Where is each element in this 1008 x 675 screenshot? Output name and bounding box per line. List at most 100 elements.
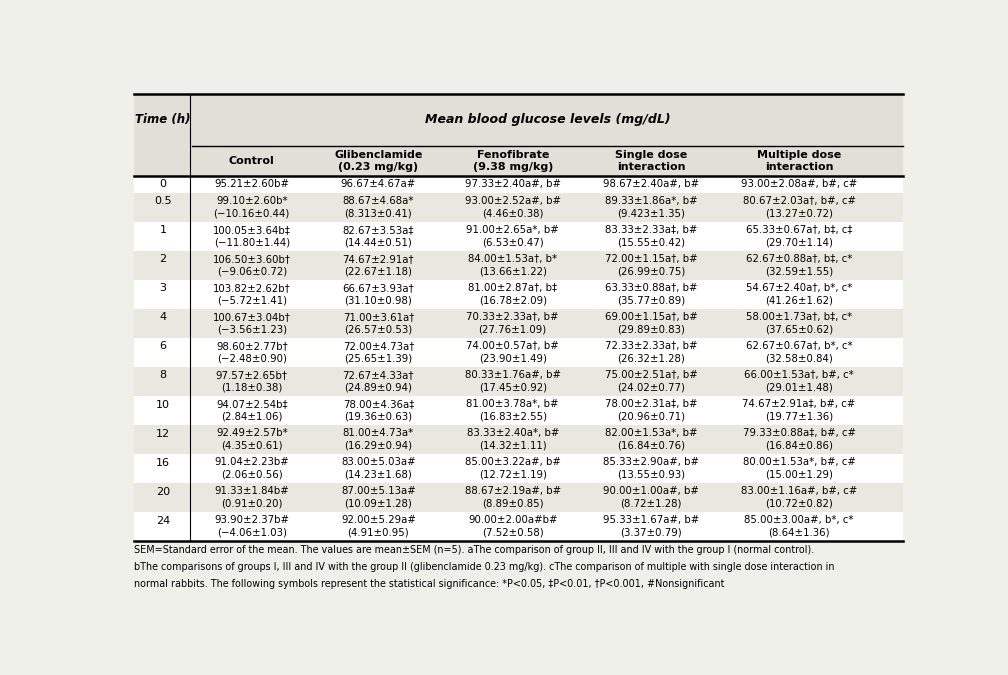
Text: 83.00±5.03a#: 83.00±5.03a# (341, 457, 415, 467)
Text: Fenofibrate
(9.38 mg/kg): Fenofibrate (9.38 mg/kg) (473, 151, 552, 172)
Text: 72.00±1.15a†, b#: 72.00±1.15a†, b# (605, 254, 698, 264)
Text: (1.18±0.38): (1.18±0.38) (221, 383, 282, 393)
Text: 58.00±1.73a†, b‡, c*: 58.00±1.73a†, b‡, c* (746, 312, 852, 322)
Text: (14.44±0.51): (14.44±0.51) (345, 238, 412, 248)
Text: 93.00±2.52a#, b#: 93.00±2.52a#, b# (465, 196, 560, 206)
Text: 20: 20 (156, 487, 170, 497)
Text: (6.53±0.47): (6.53±0.47) (482, 238, 543, 248)
Text: (31.10±0.98): (31.10±0.98) (345, 296, 412, 306)
Text: 10: 10 (156, 400, 170, 410)
Text: 100.05±3.64b‡: 100.05±3.64b‡ (213, 225, 290, 235)
Text: 72.67±4.33a†: 72.67±4.33a† (343, 370, 414, 380)
Text: 92.00±5.29a#: 92.00±5.29a# (341, 515, 415, 525)
Text: (−10.16±0.44): (−10.16±0.44) (214, 209, 290, 219)
Text: (−3.56±1.23): (−3.56±1.23) (217, 325, 287, 335)
Text: 75.00±2.51a†, b#: 75.00±2.51a†, b# (605, 370, 698, 380)
Text: 93.90±2.37b#: 93.90±2.37b# (215, 515, 289, 525)
Text: (25.65±1.39): (25.65±1.39) (344, 354, 412, 364)
Text: 103.82±2.62b†: 103.82±2.62b† (213, 283, 290, 293)
Text: 78.00±4.36a‡: 78.00±4.36a‡ (343, 399, 414, 409)
Text: 88.67±4.68a*: 88.67±4.68a* (343, 196, 414, 206)
Bar (134, 221, 903, 250)
Bar (134, 367, 903, 396)
Text: SEM=Standard error of the mean. The values are mean±SEM (n=5). aThe comparison o: SEM=Standard error of the mean. The valu… (134, 545, 814, 555)
Text: 90.00±2.00a#b#: 90.00±2.00a#b# (468, 515, 557, 525)
Text: 4: 4 (159, 313, 166, 323)
Text: 8: 8 (159, 371, 166, 381)
Text: (8.72±1.28): (8.72±1.28) (620, 499, 681, 509)
Text: (2.84±1.06): (2.84±1.06) (221, 412, 282, 422)
Text: (16.83±2.55): (16.83±2.55) (479, 412, 546, 422)
Text: 6: 6 (159, 342, 166, 352)
Text: 94.07±2.54b‡: 94.07±2.54b‡ (216, 399, 287, 409)
Text: 24: 24 (156, 516, 170, 526)
Text: (20.96±0.71): (20.96±0.71) (617, 412, 685, 422)
Text: (8.64±1.36): (8.64±1.36) (768, 528, 830, 538)
Text: 97.57±2.65b†: 97.57±2.65b† (216, 370, 287, 380)
Text: 72.33±2.33a†, b#: 72.33±2.33a†, b# (605, 341, 698, 351)
Text: (12.72±1.19): (12.72±1.19) (479, 470, 546, 480)
Text: (26.32±1.28): (26.32±1.28) (617, 354, 684, 364)
Text: (−11.80±1.44): (−11.80±1.44) (214, 238, 290, 248)
Text: 62.67±0.88a†, b‡, c*: 62.67±0.88a†, b‡, c* (746, 254, 852, 264)
Text: 88.67±2.19a#, b#: 88.67±2.19a#, b# (465, 486, 560, 496)
Text: Single dose
interaction: Single dose interaction (615, 151, 687, 172)
Text: (−5.72±1.41): (−5.72±1.41) (217, 296, 287, 306)
Text: 90.00±1.00a#, b#: 90.00±1.00a#, b# (603, 486, 699, 496)
Bar (134, 279, 903, 308)
Bar (134, 396, 903, 425)
Bar (134, 308, 903, 338)
Text: (35.77±0.89): (35.77±0.89) (617, 296, 685, 306)
Text: 85.33±2.90a#, b#: 85.33±2.90a#, b# (603, 457, 699, 467)
Text: (32.58±0.84): (32.58±0.84) (765, 354, 833, 364)
Bar (134, 483, 903, 512)
Text: (19.36±0.63): (19.36±0.63) (345, 412, 412, 422)
Text: (−9.06±0.72): (−9.06±0.72) (217, 267, 287, 277)
Text: 79.33±0.88a‡, b#, c#: 79.33±0.88a‡, b#, c# (743, 428, 856, 438)
Text: 95.21±2.60b#: 95.21±2.60b# (215, 180, 289, 190)
Text: (13.27±0.72): (13.27±0.72) (765, 209, 833, 219)
Text: Time (h): Time (h) (135, 113, 191, 126)
Text: 80.33±1.76a#, b#: 80.33±1.76a#, b# (465, 370, 560, 380)
Bar (134, 176, 903, 192)
Text: (29.70±1.14): (29.70±1.14) (765, 238, 833, 248)
Text: (9.423±1.35): (9.423±1.35) (617, 209, 685, 219)
Text: (3.37±0.79): (3.37±0.79) (620, 528, 681, 538)
Text: (4.91±0.95): (4.91±0.95) (348, 528, 409, 538)
Text: Mean blood glucose levels (mg/dL): Mean blood glucose levels (mg/dL) (425, 113, 670, 126)
Text: 83.33±2.40a*, b#: 83.33±2.40a*, b# (467, 428, 558, 438)
Text: (10.09±1.28): (10.09±1.28) (345, 499, 412, 509)
Text: (4.35±0.61): (4.35±0.61) (221, 441, 282, 451)
Text: (16.84±0.76): (16.84±0.76) (617, 441, 685, 451)
Text: 87.00±5.13a#: 87.00±5.13a# (341, 486, 415, 496)
Text: (41.26±1.62): (41.26±1.62) (765, 296, 833, 306)
Text: 72.00±4.73a†: 72.00±4.73a† (343, 341, 414, 351)
Text: 63.33±0.88a†, b#: 63.33±0.88a†, b# (605, 283, 698, 293)
Text: 65.33±0.67a†, b‡, c‡: 65.33±0.67a†, b‡, c‡ (746, 225, 852, 235)
Text: (16.84±0.86): (16.84±0.86) (765, 441, 833, 451)
Text: (24.02±0.77): (24.02±0.77) (617, 383, 685, 393)
Text: 80.67±2.03a†, b#, c#: 80.67±2.03a†, b#, c# (743, 196, 856, 206)
Text: 97.33±2.40a#, b#: 97.33±2.40a#, b# (465, 180, 560, 190)
Bar (134, 454, 903, 483)
Bar (134, 338, 903, 367)
Text: (15.55±0.42): (15.55±0.42) (617, 238, 685, 248)
Text: 92.49±2.57b*: 92.49±2.57b* (216, 428, 287, 438)
Text: 98.60±2.77b†: 98.60±2.77b† (216, 341, 287, 351)
Text: (37.65±0.62): (37.65±0.62) (765, 325, 834, 335)
Text: 83.33±2.33a‡, b#: 83.33±2.33a‡, b# (605, 225, 698, 235)
Text: (17.45±0.92): (17.45±0.92) (479, 383, 546, 393)
Text: (29.01±1.48): (29.01±1.48) (765, 383, 833, 393)
Text: 98.67±2.40a#, b#: 98.67±2.40a#, b# (603, 180, 699, 190)
Bar (134, 192, 903, 221)
Text: (0.91±0.20): (0.91±0.20) (221, 499, 282, 509)
Text: (26.57±0.53): (26.57±0.53) (344, 325, 412, 335)
Text: 81.00±2.87a†, b‡: 81.00±2.87a†, b‡ (468, 283, 557, 293)
Bar (134, 146, 903, 176)
Text: 74.00±0.57a†, b#: 74.00±0.57a†, b# (467, 341, 559, 351)
Bar (134, 94, 903, 146)
Text: 71.00±3.61a†: 71.00±3.61a† (343, 312, 414, 322)
Text: 82.00±1.53a*, b#: 82.00±1.53a*, b# (605, 428, 698, 438)
Text: (13.55±0.93): (13.55±0.93) (617, 470, 685, 480)
Text: 69.00±1.15a†, b#: 69.00±1.15a†, b# (605, 312, 698, 322)
